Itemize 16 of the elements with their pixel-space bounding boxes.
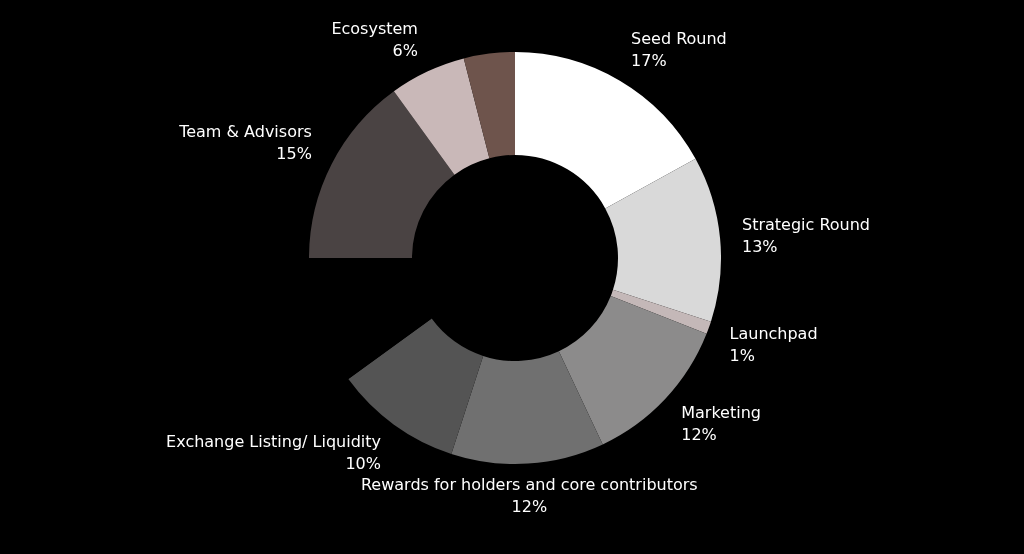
slice-label: Ecosystem: [331, 18, 418, 38]
data-label: 6%: [392, 40, 418, 60]
data-label: 1%: [729, 346, 755, 366]
slice-label: Launchpad: [729, 324, 818, 344]
slice-label: Strategic Round: [741, 214, 871, 234]
data-label: 17%: [631, 50, 667, 70]
data-label: 15%: [276, 143, 312, 163]
data-label: 12%: [511, 496, 548, 516]
slice-label: Rewards for holders and core contributors: [360, 474, 698, 494]
slice-label: Marketing: [681, 403, 761, 423]
data-label: 12%: [681, 425, 717, 445]
slice-label: Team & Advisors: [178, 121, 312, 141]
slice-label: Exchange Listing/ Liquidity: [166, 431, 381, 451]
data-label: 13%: [741, 236, 778, 256]
data-label: 10%: [345, 453, 381, 473]
slice-label: Seed Round: [631, 28, 727, 48]
